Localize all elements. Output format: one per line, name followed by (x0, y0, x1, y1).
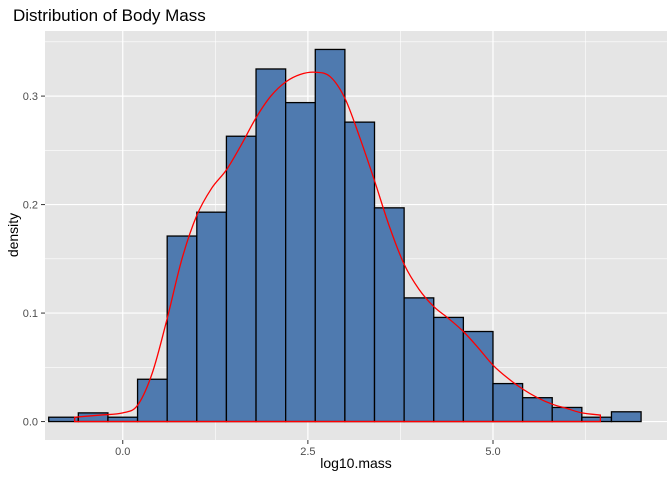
histogram-bars (48, 48, 642, 423)
y-tick-label: 0.2 (23, 200, 38, 212)
x-tick-label: 5.0 (485, 446, 500, 458)
x-axis-ticks: 0.0 2.5 5.0 (115, 440, 501, 458)
histogram-bar (136, 378, 168, 423)
y-tick-label: 0.3 (23, 91, 38, 103)
y-axis-title: density (5, 213, 21, 257)
y-tick-label: 0.1 (23, 308, 38, 320)
histogram-bar (551, 406, 583, 423)
histogram-bar (225, 135, 257, 423)
histogram-bar (610, 411, 642, 423)
histogram-bar (48, 416, 79, 423)
y-axis-ticks: 0.0 0.1 0.2 0.3 (23, 91, 45, 429)
histogram-bar (462, 330, 494, 423)
histogram-bar (107, 416, 139, 423)
histogram-bar (373, 207, 405, 423)
chart-title: Distribution of Body Mass (13, 6, 206, 25)
histogram-bar (581, 416, 613, 423)
x-axis-title: log10.mass (320, 455, 392, 471)
x-tick-label: 2.5 (300, 446, 315, 458)
histogram-bar (166, 235, 198, 423)
histogram-bar (433, 316, 465, 423)
x-tick-label: 0.0 (115, 446, 130, 458)
histogram-bar (403, 297, 435, 423)
histogram-bar (521, 397, 553, 423)
histogram-bar (285, 101, 316, 423)
histogram-bar (255, 68, 287, 423)
density-curve (73, 71, 602, 423)
y-tick-label: 0.0 (23, 417, 38, 429)
histogram-bar (492, 382, 524, 423)
histogram-bar (196, 211, 228, 423)
histogram-bar (314, 48, 346, 423)
